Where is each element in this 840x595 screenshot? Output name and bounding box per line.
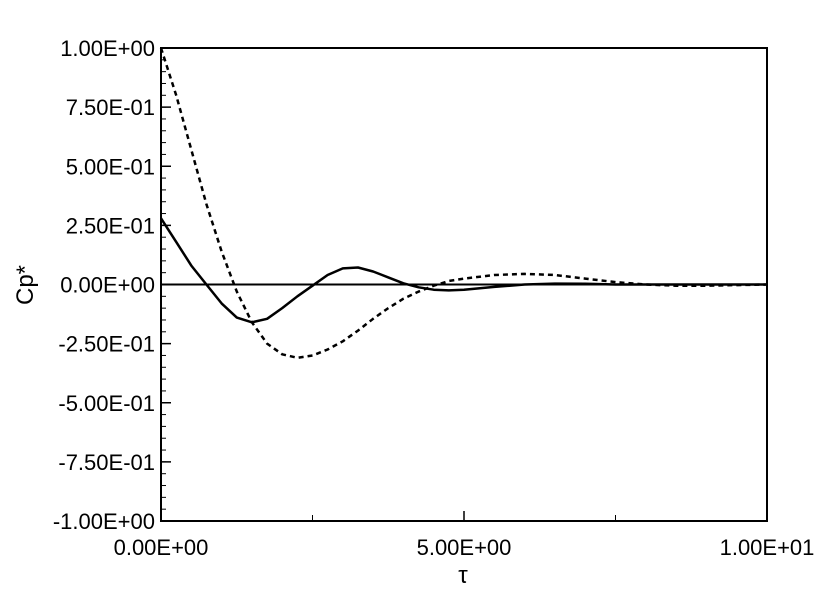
y-tick-label: -7.50E-01 — [58, 450, 155, 475]
y-tick-label: 7.50E-01 — [66, 95, 155, 120]
x-tick-label: 0.00E+00 — [114, 535, 209, 560]
y-tick-label: 5.00E-01 — [66, 154, 155, 179]
y-tick-label: 2.50E-01 — [66, 213, 155, 238]
series-line-dashed — [159, 47, 768, 360]
x-tick-label: 5.00E+00 — [417, 535, 512, 560]
x-tick-label: 1.00E+01 — [720, 535, 815, 560]
series-line-solid — [159, 217, 767, 324]
y-tick-label: -5.00E-01 — [58, 391, 155, 416]
y-tick-label: 0.00E+00 — [60, 273, 155, 298]
y-tick-label: -2.50E-01 — [58, 332, 155, 357]
x-axis-title: τ — [458, 562, 468, 589]
y-axis-title: Cp* — [12, 265, 39, 305]
y-tick-label: -1.00E+00 — [53, 509, 155, 534]
y-tick-label: 1.00E+00 — [60, 36, 155, 61]
